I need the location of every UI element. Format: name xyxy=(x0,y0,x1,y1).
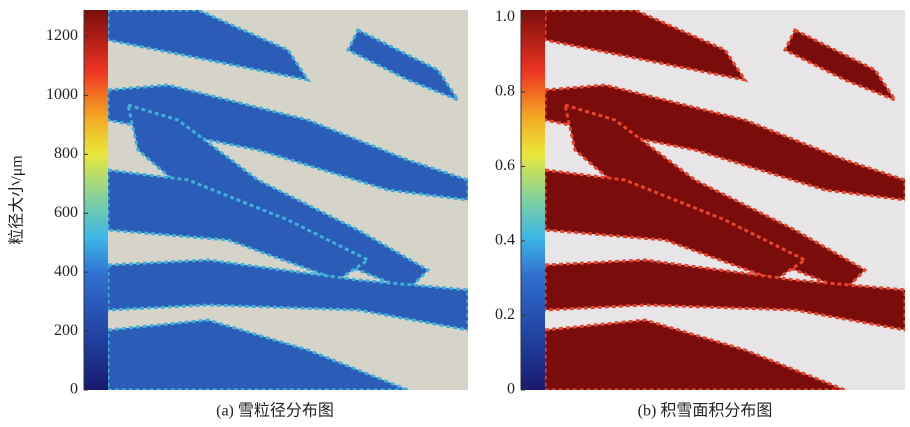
colorbar xyxy=(521,10,545,390)
colorbar xyxy=(84,10,108,390)
y-tick-label: 1000 xyxy=(46,86,78,103)
y-tick-label: 1.0 xyxy=(495,8,515,25)
y-axis-label: 粒径大小/μm xyxy=(8,155,26,245)
y-tick-label: 0 xyxy=(507,381,515,398)
y-tick-label: 0.4 xyxy=(495,232,515,249)
y-tick-label: 600 xyxy=(54,204,78,221)
panel: 0 200 400 600 800 1000 1200 粒径大小/μm (a) 雪粒径分布图 xyxy=(8,10,468,420)
y-tick-label: 1200 xyxy=(46,27,78,44)
y-tick-label: 200 xyxy=(54,322,78,339)
y-tick-label: 0.6 xyxy=(495,157,515,174)
raster-image xyxy=(545,10,905,390)
y-tick-label: 800 xyxy=(54,145,78,162)
caption: (a) 雪粒径分布图 xyxy=(216,402,334,420)
raster-image xyxy=(108,10,468,390)
panel: 0 0.2 0.4 0.6 0.8 1.0 (b) 积雪面积分布图 xyxy=(495,8,905,420)
y-tick-label: 0.2 xyxy=(495,306,515,323)
y-tick-label: 400 xyxy=(54,263,78,280)
y-tick-label: 0 xyxy=(70,381,78,398)
y-tick-label: 0.8 xyxy=(495,83,515,100)
caption: (b) 积雪面积分布图 xyxy=(638,402,773,420)
